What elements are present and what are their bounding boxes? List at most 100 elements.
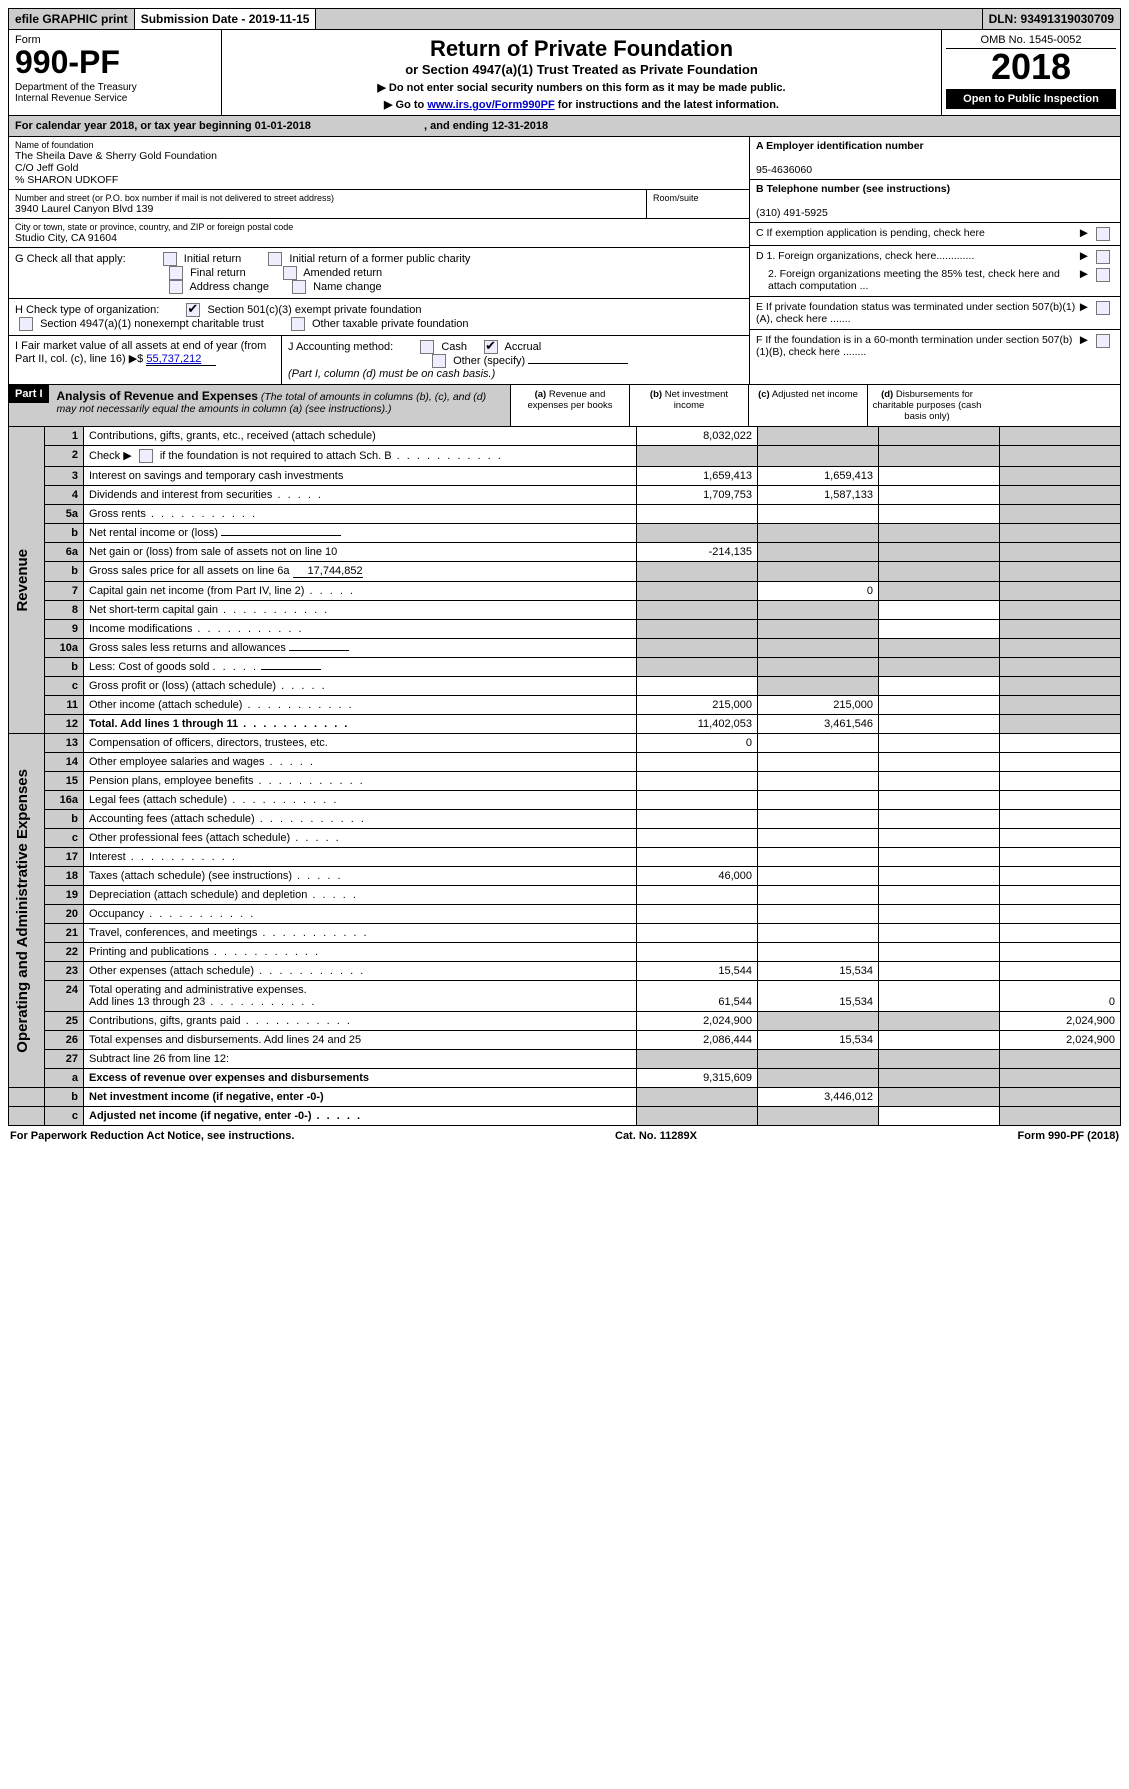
l27b-b: 3,446,012 xyxy=(758,1088,879,1107)
l10b-desc: Less: Cost of goods sold xyxy=(84,658,637,677)
l27a-a: 9,315,609 xyxy=(637,1069,758,1088)
h-o2: Section 4947(a)(1) nonexempt charitable … xyxy=(40,318,264,330)
chk-cash[interactable] xyxy=(420,340,434,354)
chk-501c3[interactable] xyxy=(186,303,200,317)
expense-side: Operating and Administrative Expenses xyxy=(14,769,39,1053)
chk-initial-former[interactable] xyxy=(268,252,282,266)
l23-b: 15,534 xyxy=(758,962,879,981)
calyear-mid: , and ending xyxy=(424,120,492,132)
d1-lbl: D 1. Foreign organizations, check here..… xyxy=(756,250,1076,264)
chk-amended[interactable] xyxy=(283,266,297,280)
l14-desc: Other employee salaries and wages xyxy=(84,753,637,772)
l21-num: 21 xyxy=(45,924,84,943)
revenue-side: Revenue xyxy=(14,549,39,612)
chk-c[interactable] xyxy=(1096,227,1110,241)
l26-desc: Total expenses and disbursements. Add li… xyxy=(84,1031,637,1050)
arrow-icon-e: ▶ xyxy=(1080,301,1088,313)
form-title: Return of Private Foundation xyxy=(230,36,933,62)
chk-name-change[interactable] xyxy=(292,280,306,294)
l9-desc: Income modifications xyxy=(84,620,637,639)
footer-left: For Paperwork Reduction Act Notice, see … xyxy=(10,1130,294,1142)
city-state-zip: Studio City, CA 91604 xyxy=(15,232,117,244)
l22-desc: Printing and publications xyxy=(84,943,637,962)
d2-lbl: 2. Foreign organizations meeting the 85%… xyxy=(756,268,1076,292)
col-c-head: (c) Adjusted net income xyxy=(748,385,867,426)
l12-b: 3,461,546 xyxy=(758,715,879,734)
j-cash: Cash xyxy=(441,341,467,353)
l27c-desc: Adjusted net income (if negative, enter … xyxy=(84,1107,637,1126)
l4-a: 1,709,753 xyxy=(637,486,758,505)
l17-num: 17 xyxy=(45,848,84,867)
l25-d: 2,024,900 xyxy=(1000,1012,1121,1031)
l13-a: 0 xyxy=(637,734,758,753)
calyear-pre: For calendar year 2018, or tax year begi… xyxy=(15,120,255,132)
l26-num: 26 xyxy=(45,1031,84,1050)
l27b-txt: Net investment income (if negative, ente… xyxy=(89,1091,324,1103)
l22-num: 22 xyxy=(45,943,84,962)
chk-f[interactable] xyxy=(1096,334,1110,348)
chk-4947[interactable] xyxy=(19,317,33,331)
fmv-value[interactable]: 55,737,212 xyxy=(146,353,216,366)
chk-address-change[interactable] xyxy=(169,280,183,294)
j-note: (Part I, column (d) must be on cash basi… xyxy=(288,368,495,380)
chk-other-taxable[interactable] xyxy=(291,317,305,331)
l11-desc: Other income (attach schedule) xyxy=(84,696,637,715)
chk-e[interactable] xyxy=(1096,301,1110,315)
l2-desc: Check ▶ if the foundation is not require… xyxy=(84,446,637,467)
j-label: J Accounting method: xyxy=(288,341,393,353)
pct-name: % SHARON UDKOFF xyxy=(15,174,118,186)
l13-num: 13 xyxy=(45,734,84,753)
efile-label: efile GRAPHIC print xyxy=(9,9,135,29)
dept: Department of the Treasury xyxy=(15,82,215,93)
top-bar: efile GRAPHIC print Submission Date - 20… xyxy=(8,8,1121,30)
g-opt-3: Amended return xyxy=(303,267,382,279)
l27-desc: Subtract line 26 from line 12: xyxy=(84,1050,637,1069)
part-1-table: Revenue 1 Contributions, gifts, grants, … xyxy=(8,427,1121,1126)
l7-num: 7 xyxy=(45,582,84,601)
l3-a: 1,659,413 xyxy=(637,467,758,486)
j-accrual: Accrual xyxy=(505,341,542,353)
part-1-header: Part I Analysis of Revenue and Expenses … xyxy=(8,385,1121,427)
l10b-txt: Less: Cost of goods sold xyxy=(89,661,209,673)
page-footer: For Paperwork Reduction Act Notice, see … xyxy=(8,1126,1121,1142)
l12-desc: Total. Add lines 1 through 11 xyxy=(84,715,637,734)
chk-initial-return[interactable] xyxy=(163,252,177,266)
l26-a: 2,086,444 xyxy=(637,1031,758,1050)
l25-num: 25 xyxy=(45,1012,84,1031)
chk-d2[interactable] xyxy=(1096,268,1110,282)
chk-d1[interactable] xyxy=(1096,250,1110,264)
irs-link[interactable]: www.irs.gov/Form990PF xyxy=(427,99,554,111)
chk-accrual[interactable] xyxy=(484,340,498,354)
l18-desc: Taxes (attach schedule) (see instruction… xyxy=(84,867,637,886)
l11-a: 215,000 xyxy=(637,696,758,715)
i-lbl-txt: I Fair market value of all assets at end… xyxy=(15,340,266,365)
l24-d: 0 xyxy=(1000,981,1121,1012)
irs: Internal Revenue Service xyxy=(15,93,215,104)
l1-num: 1 xyxy=(45,427,84,446)
l6b-val: 17,744,852 xyxy=(293,565,363,578)
arrow-icon: ▶ xyxy=(1080,227,1088,239)
chk-other-method[interactable] xyxy=(432,354,446,368)
l5b-txt: Net rental income or (loss) xyxy=(89,527,218,539)
l24-desc: Total operating and administrative expen… xyxy=(84,981,637,1012)
co-name: C/O Jeff Gold xyxy=(15,162,78,174)
l24-a: 61,544 xyxy=(637,981,758,1012)
g-opt-1: Initial return of a former public charit… xyxy=(289,253,470,265)
l27-num: 27 xyxy=(45,1050,84,1069)
l6b-pre: Gross sales price for all assets on line… xyxy=(89,565,293,577)
l20-desc: Occupancy xyxy=(84,905,637,924)
l12-num: 12 xyxy=(45,715,84,734)
entity-info: Name of foundation The Sheila Dave & She… xyxy=(8,137,1121,385)
h-label: H Check type of organization: xyxy=(15,304,159,316)
h-o1: Section 501(c)(3) exempt private foundat… xyxy=(207,304,421,316)
l24-t2: Add lines 13 through 23 xyxy=(89,996,205,1008)
l25-a: 2,024,900 xyxy=(637,1012,758,1031)
chk-final-return[interactable] xyxy=(169,266,183,280)
l21-desc: Travel, conferences, and meetings xyxy=(84,924,637,943)
l23-a: 15,544 xyxy=(637,962,758,981)
l16a-desc: Legal fees (attach schedule) xyxy=(84,791,637,810)
chk-sch-b[interactable] xyxy=(139,449,153,463)
l25-desc: Contributions, gifts, grants paid xyxy=(84,1012,637,1031)
l6a-a: -214,135 xyxy=(637,543,758,562)
l15-num: 15 xyxy=(45,772,84,791)
